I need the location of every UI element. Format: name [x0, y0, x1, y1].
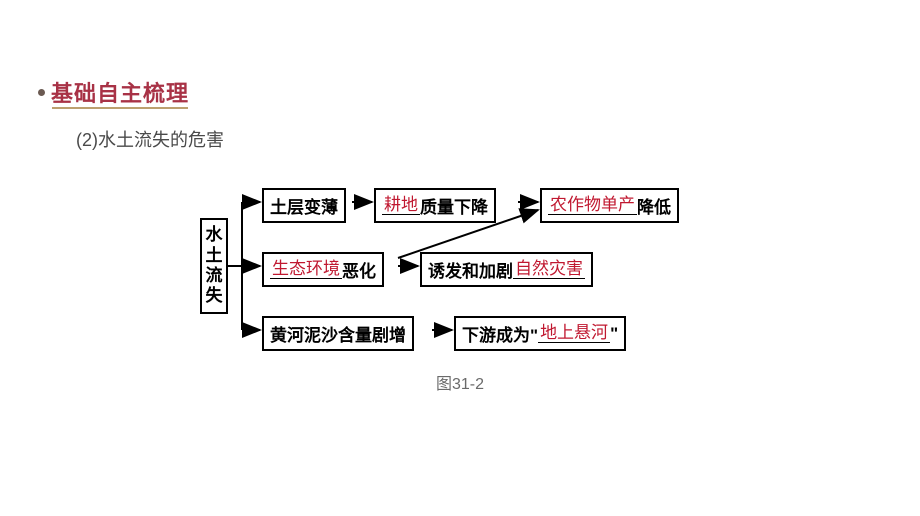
node-red-text: 生态环境 [270, 260, 342, 280]
node-text: " [610, 324, 618, 344]
node-red-text: 耕地 [382, 196, 420, 216]
node-r2c2: 诱发和加剧 自然灾害 [420, 252, 593, 287]
figure-caption: 图31-2 [0, 370, 920, 394]
root-char: 失 [206, 286, 223, 306]
node-r1c2: 耕地 质量下降 [374, 188, 496, 223]
node-r1c3: 农作物单产 降低 [540, 188, 679, 223]
heading-underline [52, 107, 188, 109]
bullet-icon [38, 89, 45, 96]
node-r1c1: 土层变薄 [262, 188, 346, 223]
node-text: 下游成为" [462, 321, 538, 346]
flowchart: 水 土 流 失 土层变薄 耕地 质量下降 农作物单产 降低 生态环境 恶化 诱发… [200, 180, 740, 340]
node-red-text: 农作物单产 [548, 196, 637, 216]
node-text: 恶化 [342, 257, 376, 282]
root-char: 土 [206, 246, 223, 266]
node-text: 诱发和加剧 [428, 257, 513, 282]
subtitle: (2)水土流失的危害 [76, 126, 224, 152]
heading-text: 基础自主梳理 [51, 76, 189, 108]
node-text: 质量下降 [420, 193, 488, 218]
node-text: 土层变薄 [270, 193, 338, 218]
node-red-text: 地上悬河 [538, 324, 610, 344]
node-text: 降低 [637, 193, 671, 218]
section-heading: 基础自主梳理 [38, 76, 189, 108]
root-char: 水 [206, 225, 223, 245]
root-node: 水 土 流 失 [200, 218, 228, 314]
node-red-text: 自然灾害 [513, 260, 585, 280]
node-r2c1: 生态环境 恶化 [262, 252, 384, 287]
node-r3c1: 黄河泥沙含量剧增 [262, 316, 414, 351]
node-r3c2: 下游成为" 地上悬河 " [454, 316, 626, 351]
root-char: 流 [206, 266, 223, 286]
node-text: 黄河泥沙含量剧增 [270, 321, 406, 346]
